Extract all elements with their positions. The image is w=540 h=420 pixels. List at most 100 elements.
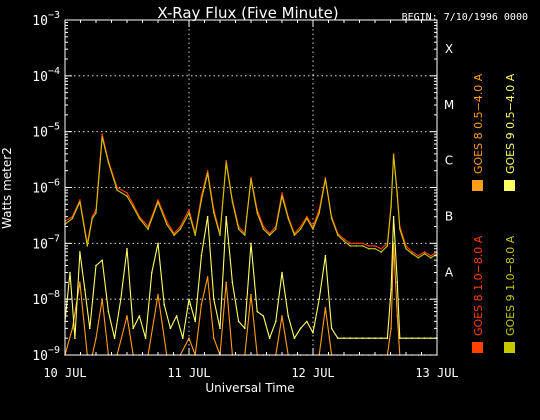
flare-class-label: X: [445, 42, 453, 56]
data-point-series-1: [349, 242, 352, 245]
data-point-series-1: [423, 251, 426, 253]
data-point-series-4: [281, 271, 283, 274]
legend-label: GOES 8 0.5−4.0 A: [472, 73, 485, 174]
data-point-series-3: [179, 228, 182, 230]
data-point-series-3: [287, 217, 290, 220]
data-point-series-4: [132, 327, 134, 330]
flare-class-label: A: [445, 265, 454, 279]
y-tick-label: 10−4: [32, 66, 60, 85]
data-point-series-3: [126, 195, 128, 197]
data-point-series-4: [330, 327, 333, 330]
x-tick-label: 11 JUL: [167, 366, 210, 380]
data-point-series-4: [355, 337, 358, 339]
data-point-series-3: [399, 228, 401, 230]
data-point-series-3: [157, 201, 159, 203]
data-point-series-3: [355, 245, 358, 247]
data-point-series-1: [225, 160, 227, 162]
data-point-series-3: [86, 245, 89, 247]
data-point-series-4: [386, 337, 389, 339]
data-point-series-3: [361, 245, 364, 247]
data-point-series-3: [281, 195, 283, 197]
x-tick-label: 13 JUL: [415, 366, 458, 380]
data-point-series-2: [281, 315, 283, 317]
series-line-4: [64, 216, 437, 339]
data-point-series-2: [79, 281, 81, 284]
data-point-series-4: [411, 337, 414, 339]
data-point-series-3: [250, 178, 252, 181]
data-point-series-2: [200, 303, 203, 306]
legend-swatch: [472, 342, 483, 353]
data-point-series-4: [306, 320, 308, 323]
data-point-series-4: [405, 337, 407, 339]
data-point-series-3: [225, 161, 227, 164]
data-point-series-1: [281, 192, 283, 194]
data-point-series-4: [244, 327, 246, 330]
data-point-series-1: [374, 245, 376, 247]
data-point-series-3: [306, 217, 308, 220]
data-point-series-4: [237, 320, 240, 323]
legend-label: GOES 9 1.0−8.0 A: [504, 235, 517, 336]
legend-swatch: [504, 180, 515, 191]
legend-entry: GOES 9 1.0−8.0 A: [504, 235, 517, 353]
data-point-series-3: [390, 206, 392, 208]
data-point-series-3: [312, 228, 314, 230]
data-point-series-3: [386, 245, 389, 247]
data-point-series-3: [147, 228, 149, 230]
data-point-series-1: [101, 133, 103, 136]
data-point-series-4: [200, 254, 203, 257]
data-point-series-2: [188, 337, 190, 339]
data-point-series-1: [411, 251, 414, 253]
data-point-series-1: [206, 169, 209, 172]
data-point-series-4: [343, 337, 345, 339]
data-point-series-3: [165, 223, 168, 226]
data-point-series-3: [132, 206, 134, 208]
data-point-series-2: [324, 307, 327, 309]
y-tick-label: 10−8: [32, 289, 60, 308]
data-point-series-3: [206, 172, 209, 175]
data-point-series-3: [417, 257, 420, 259]
data-point-series-3: [293, 234, 296, 236]
data-point-series-2: [396, 315, 399, 317]
data-point-series-3: [219, 234, 221, 236]
data-point-series-3: [318, 212, 321, 214]
legend-entry: GOES 8 0.5−4.0 A: [472, 73, 485, 191]
data-point-series-4: [287, 315, 290, 317]
legend-label: GOES 9 0.5−4.0 A: [504, 73, 517, 174]
data-point-series-3: [337, 234, 339, 236]
data-point-series-4: [374, 337, 376, 339]
y-tick-label: 10−9: [32, 345, 60, 364]
data-point-series-3: [349, 245, 352, 247]
data-point-series-1: [157, 199, 159, 201]
data-point-series-2: [213, 337, 215, 339]
data-point-series-4: [151, 271, 153, 274]
data-point-series-4: [225, 215, 227, 218]
data-point-series-4: [144, 337, 147, 339]
data-point-series-4: [175, 315, 178, 317]
data-point-series-4: [231, 281, 234, 284]
data-point-series-4: [126, 247, 128, 250]
data-point-series-4: [219, 327, 221, 330]
begin-label: BEGIN: 7/10/1996 0000: [402, 12, 528, 23]
data-point-series-3: [324, 178, 327, 181]
data-point-series-1: [417, 254, 420, 257]
y-tick-label: 10−7: [32, 233, 60, 252]
data-point-series-4: [293, 337, 296, 339]
data-point-series-1: [343, 238, 345, 240]
data-point-series-4: [113, 337, 116, 339]
data-point-series-1: [268, 232, 271, 235]
data-point-series-3: [213, 212, 215, 214]
data-point-series-4: [396, 281, 399, 284]
legend-label: GOES 8 1.0−8.0 A: [472, 235, 485, 336]
data-point-series-4: [399, 337, 401, 339]
data-point-series-4: [262, 315, 265, 317]
data-point-series-4: [268, 337, 271, 339]
data-point-series-4: [312, 331, 314, 334]
data-point-series-4: [120, 298, 122, 300]
flare-class-label: C: [445, 154, 453, 168]
data-point-series-4: [390, 288, 392, 291]
data-point-series-1: [380, 247, 383, 250]
data-point-series-3: [405, 247, 407, 250]
data-point-series-4: [213, 298, 215, 300]
data-point-series-3: [268, 234, 271, 236]
